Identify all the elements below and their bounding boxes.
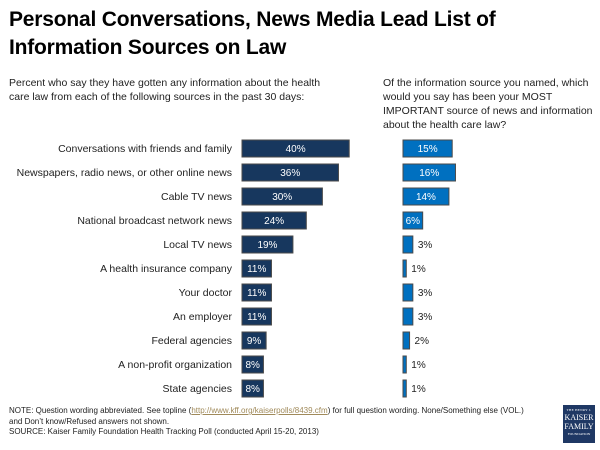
right-bar [402, 211, 424, 230]
right-bar-label: 3% [418, 312, 433, 323]
right-bar-label: 1% [411, 264, 426, 275]
category-label: Your doctor [179, 287, 233, 299]
footnote: NOTE: Question wording abbreviated. See … [9, 406, 529, 438]
right-bar [402, 163, 456, 182]
right-chart-subtitle: Of the information source you named, whi… [383, 77, 593, 131]
note-suffix: ) for full question wording. None/Someth… [9, 406, 524, 426]
left-bar [241, 187, 323, 206]
right-bar-label: 2% [415, 336, 430, 347]
logo-line-1: THE HENRY J. [566, 408, 592, 412]
left-bar [241, 235, 294, 254]
kaiser-family-foundation-logo: THE HENRY J. KAISER FAMILY FOUNDATION [563, 405, 595, 443]
left-bar-label: 19% [257, 240, 277, 251]
category-label: An employer [173, 311, 232, 323]
topline-link[interactable]: http://www.kff.org/kaiserpolls/8439.cfm [191, 406, 328, 415]
left-bar [241, 331, 267, 350]
right-bar [402, 379, 407, 398]
left-bar [241, 259, 272, 278]
right-bar-label: 16% [419, 168, 439, 179]
right-bar [402, 307, 414, 326]
left-chart-subtitle: Percent who say they have gotten any inf… [9, 77, 321, 103]
category-label: Local TV news [163, 239, 232, 251]
right-bar-label: 3% [418, 288, 433, 299]
left-bar [241, 307, 272, 326]
category-label: Newspapers, radio news, or other online … [17, 167, 232, 179]
right-bar-label: 1% [411, 384, 426, 395]
category-label: A non-profit organization [118, 359, 232, 371]
chart-title: Personal Conversations, News Media Lead … [9, 8, 496, 59]
left-bar [241, 379, 264, 398]
right-bar [402, 139, 453, 158]
source-text: SOURCE: Kaiser Family Foundation Health … [9, 427, 319, 436]
right-bar [402, 235, 414, 254]
left-bar-label: 8% [245, 384, 260, 395]
right-bar-label: 3% [418, 240, 433, 251]
left-bar [241, 139, 350, 158]
category-label: Cable TV news [161, 191, 232, 203]
left-bar-label: 11% [247, 288, 266, 299]
left-bar-label: 36% [280, 168, 300, 179]
left-bar-label: 8% [245, 360, 260, 371]
category-label: A health insurance company [100, 263, 233, 275]
left-bar [241, 211, 307, 230]
category-label: Federal agencies [151, 335, 232, 347]
right-bar [402, 187, 450, 206]
left-bar-label: 11% [247, 312, 266, 323]
left-bar-label: 9% [247, 336, 262, 347]
left-bar-label: 30% [272, 192, 292, 203]
right-bar-label: 1% [411, 360, 426, 371]
right-bar [402, 355, 407, 374]
bar-charts: Conversations with friends and family 40%… [17, 139, 456, 398]
category-label: National broadcast network news [77, 215, 232, 227]
note-prefix: NOTE: Question wording abbreviated. See … [9, 406, 192, 415]
right-bar [402, 331, 411, 350]
left-bar-label: 40% [286, 144, 306, 155]
category-label: Conversations with friends and family [58, 143, 233, 155]
right-bar [402, 283, 414, 302]
logo-line-4: FOUNDATION [567, 432, 591, 436]
category-label: State agencies [163, 383, 232, 395]
right-bar [402, 259, 407, 278]
right-bar-label: 6% [406, 216, 421, 227]
left-bar-label: 24% [264, 216, 284, 227]
left-bar-label: 11% [247, 264, 266, 275]
left-bar [241, 163, 339, 182]
logo-line-3: FAMILY [564, 422, 594, 431]
left-bar [241, 283, 272, 302]
logo-line-2: KAISER [564, 413, 594, 422]
right-bar-label: 14% [416, 192, 436, 203]
right-bar-label: 15% [418, 144, 438, 155]
left-bar [241, 355, 264, 374]
